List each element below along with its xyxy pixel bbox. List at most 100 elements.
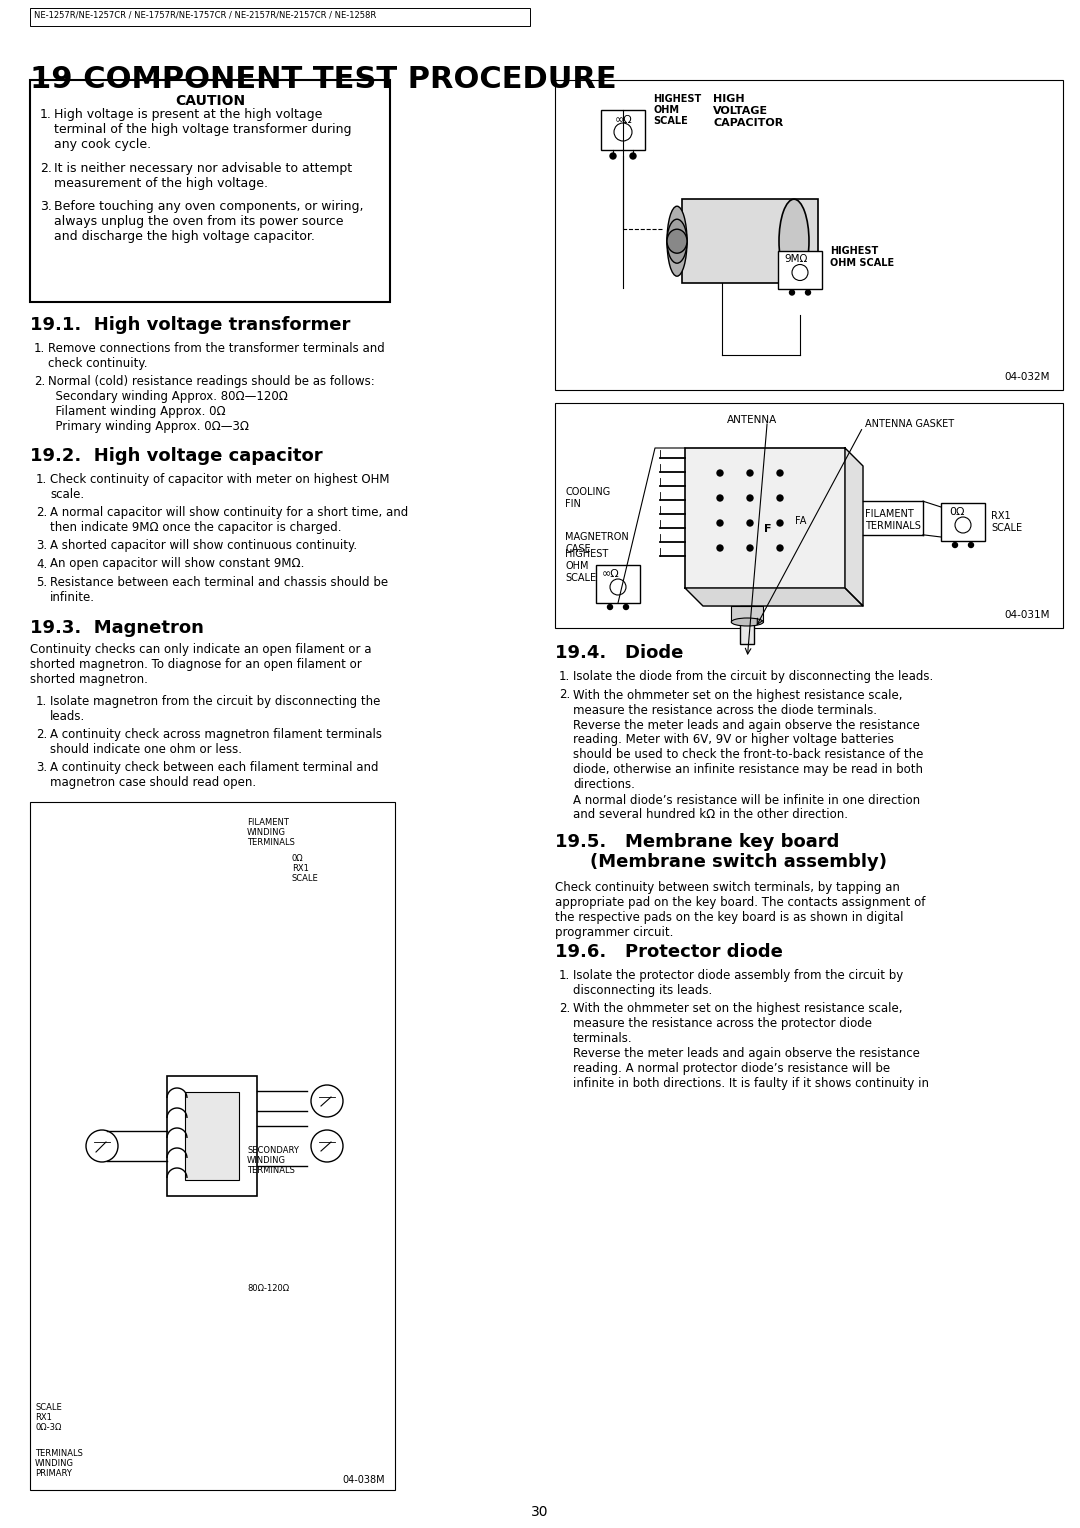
Text: 80Ω-120Ω: 80Ω-120Ω <box>247 1284 289 1293</box>
Text: CAPACITOR: CAPACITOR <box>713 118 783 128</box>
Text: 0Ω-3Ω: 0Ω-3Ω <box>35 1423 62 1432</box>
Text: OHM: OHM <box>653 105 679 115</box>
Text: TERMINALS: TERMINALS <box>865 521 921 532</box>
Text: 1.: 1. <box>33 342 45 354</box>
Circle shape <box>777 520 783 526</box>
Text: SCALE: SCALE <box>35 1403 62 1412</box>
Text: 04-031M: 04-031M <box>1004 610 1050 620</box>
Text: 19.4.   Diode: 19.4. Diode <box>555 643 684 662</box>
Text: A continuity check across magnetron filament terminals
should indicate one ohm o: A continuity check across magnetron fila… <box>50 727 382 756</box>
Text: 0Ω: 0Ω <box>292 854 303 863</box>
Text: RX1: RX1 <box>292 863 309 872</box>
Ellipse shape <box>667 229 687 254</box>
Text: FILAMENT: FILAMENT <box>247 817 288 827</box>
Circle shape <box>747 545 753 552</box>
Bar <box>681 199 818 283</box>
Text: 5.: 5. <box>36 576 48 588</box>
Text: WINDING: WINDING <box>247 828 286 837</box>
Text: RX1: RX1 <box>35 1413 52 1423</box>
Text: FILAMENT: FILAMENT <box>865 509 914 520</box>
Text: 2.: 2. <box>36 506 48 520</box>
Text: With the ohmmeter set on the highest resistance scale,
measure the resistance ac: With the ohmmeter set on the highest res… <box>573 689 923 822</box>
Ellipse shape <box>731 617 764 626</box>
Text: 1.: 1. <box>559 669 570 683</box>
Text: NE-1257R/NE-1257CR / NE-1757R/NE-1757CR / NE-2157R/NE-2157CR / NE-1258R: NE-1257R/NE-1257CR / NE-1757R/NE-1757CR … <box>33 11 376 20</box>
Text: 04-032M: 04-032M <box>1004 371 1050 382</box>
Text: WINDING: WINDING <box>247 1157 286 1164</box>
Text: VOLTAGE: VOLTAGE <box>713 105 768 116</box>
Text: 1.: 1. <box>559 969 570 983</box>
Text: A shorted capacitor will show continuous continuity.: A shorted capacitor will show continuous… <box>50 539 357 552</box>
Circle shape <box>777 495 783 501</box>
Text: High voltage is present at the high voltage
terminal of the high voltage transfo: High voltage is present at the high volt… <box>54 108 351 151</box>
Text: CAUTION: CAUTION <box>175 95 245 108</box>
Text: HIGHEST: HIGHEST <box>653 95 701 104</box>
Text: TERMINALS: TERMINALS <box>35 1449 83 1458</box>
Text: 19 COMPONENT TEST PROCEDURE: 19 COMPONENT TEST PROCEDURE <box>30 66 617 95</box>
Text: With the ohmmeter set on the highest resistance scale,
measure the resistance ac: With the ohmmeter set on the highest res… <box>573 1002 929 1089</box>
Text: 2.: 2. <box>36 727 48 741</box>
Circle shape <box>747 471 753 477</box>
Circle shape <box>610 153 616 159</box>
Text: 19.6.   Protector diode: 19.6. Protector diode <box>555 943 783 961</box>
Text: 1.: 1. <box>36 695 48 707</box>
Text: 3.: 3. <box>40 200 52 212</box>
Text: Resistance between each terminal and chassis should be
infinite.: Resistance between each terminal and cha… <box>50 576 388 604</box>
Circle shape <box>747 495 753 501</box>
Text: ∞Ω: ∞Ω <box>615 115 633 125</box>
Ellipse shape <box>667 219 687 263</box>
Text: 19.3.  Magnetron: 19.3. Magnetron <box>30 619 204 637</box>
Text: 19.1.  High voltage transformer: 19.1. High voltage transformer <box>30 316 350 335</box>
Text: CASE: CASE <box>565 544 591 555</box>
Text: ANTENNA: ANTENNA <box>727 416 778 425</box>
Bar <box>685 448 845 588</box>
Bar <box>30 802 395 1490</box>
Bar <box>30 8 530 26</box>
Text: PRIMARY: PRIMARY <box>35 1468 72 1478</box>
Circle shape <box>623 605 629 610</box>
Circle shape <box>717 545 723 552</box>
Text: SCALE: SCALE <box>991 523 1022 533</box>
Text: 04-038M: 04-038M <box>342 1475 384 1485</box>
Circle shape <box>969 542 973 547</box>
Text: 2.: 2. <box>33 374 45 388</box>
Text: COOLING: COOLING <box>565 487 610 497</box>
Text: 3.: 3. <box>36 761 48 775</box>
Bar <box>555 79 1063 390</box>
Text: An open capacitor will show constant 9MΩ.: An open capacitor will show constant 9MΩ… <box>50 558 305 570</box>
Text: Normal (cold) resistance readings should be as follows:
  Secondary winding Appr: Normal (cold) resistance readings should… <box>48 374 375 432</box>
Bar <box>778 251 822 289</box>
Text: Isolate magnetron from the circuit by disconnecting the
leads.: Isolate magnetron from the circuit by di… <box>50 695 380 723</box>
Text: (Membrane switch assembly): (Membrane switch assembly) <box>590 853 887 871</box>
Text: OHM: OHM <box>565 561 589 571</box>
Bar <box>740 607 754 643</box>
Circle shape <box>607 605 612 610</box>
Text: A normal capacitor will show continuity for a short time, and
then indicate 9MΩ : A normal capacitor will show continuity … <box>50 506 408 533</box>
Bar <box>731 607 764 622</box>
Circle shape <box>717 520 723 526</box>
Text: ANTENNA GASKET: ANTENNA GASKET <box>865 419 954 429</box>
Ellipse shape <box>667 206 687 277</box>
Text: 0Ω: 0Ω <box>949 507 964 516</box>
Bar <box>596 565 640 604</box>
Bar <box>600 110 645 150</box>
Text: MAGNETRON: MAGNETRON <box>565 532 629 542</box>
Text: Isolate the diode from the circuit by disconnecting the leads.: Isolate the diode from the circuit by di… <box>573 669 933 683</box>
Bar <box>167 1076 257 1196</box>
Circle shape <box>777 545 783 552</box>
Text: 30: 30 <box>531 1505 549 1519</box>
Text: HIGHEST: HIGHEST <box>565 549 608 559</box>
Text: 1.: 1. <box>40 108 52 121</box>
Text: Isolate the protector diode assembly from the circuit by
disconnecting its leads: Isolate the protector diode assembly fro… <box>573 969 903 996</box>
Text: TERMINALS: TERMINALS <box>247 837 295 847</box>
Circle shape <box>717 471 723 477</box>
Text: OHM SCALE: OHM SCALE <box>831 258 894 269</box>
Circle shape <box>953 542 958 547</box>
Text: It is neither necessary nor advisable to attempt
measurement of the high voltage: It is neither necessary nor advisable to… <box>54 162 352 189</box>
Text: 2.: 2. <box>559 1002 570 1015</box>
Text: WINDING: WINDING <box>35 1459 75 1468</box>
Circle shape <box>630 153 636 159</box>
Circle shape <box>717 495 723 501</box>
Text: 19.2.  High voltage capacitor: 19.2. High voltage capacitor <box>30 448 323 465</box>
Text: ∞Ω: ∞Ω <box>602 568 620 579</box>
